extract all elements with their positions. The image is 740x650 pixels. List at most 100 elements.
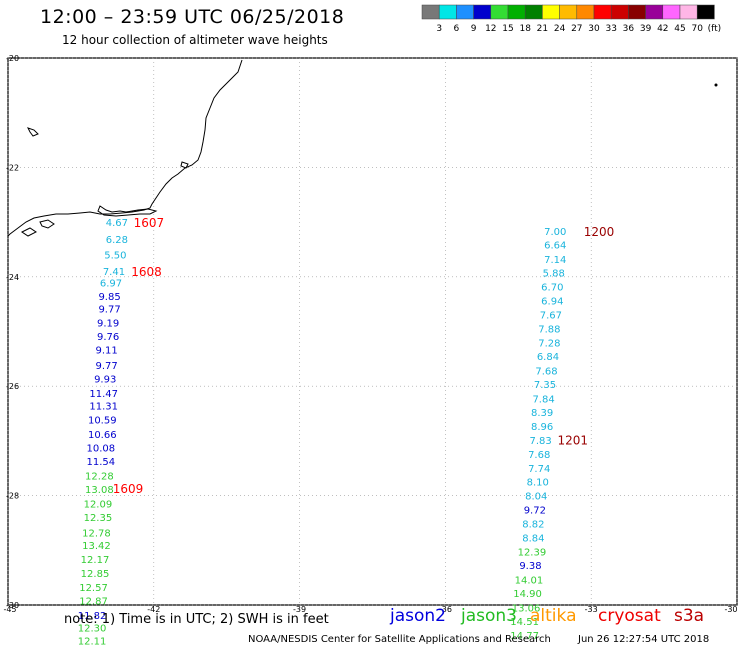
coastline-path bbox=[7, 59, 243, 237]
scale-label: 27 bbox=[571, 24, 582, 34]
scale-label: 30 bbox=[588, 24, 600, 34]
wave-height-label: 11.82 bbox=[78, 611, 107, 622]
wave-height-label: 6.97 bbox=[100, 278, 122, 289]
wave-height-label: 13.06 bbox=[512, 603, 541, 614]
credit-line: NOAA/NESDIS Center for Satellite Applica… bbox=[248, 634, 551, 645]
wave-height-label: 14.77 bbox=[510, 631, 539, 642]
wave-height-label: 4.67 bbox=[106, 218, 128, 229]
wave-height-label: 9.19 bbox=[97, 318, 119, 329]
scale-label: 12 bbox=[485, 24, 496, 34]
island-outline bbox=[39, 219, 55, 229]
page-title: 12:00 – 23:59 UTC 06/25/2018 bbox=[40, 6, 345, 28]
y-tick-label: -22 bbox=[6, 163, 19, 172]
wave-height-label: 12.28 bbox=[85, 471, 114, 482]
wave-height-label: 12.35 bbox=[84, 513, 113, 524]
wave-height-label: 8.84 bbox=[522, 533, 544, 544]
y-tick-label: -24 bbox=[6, 273, 19, 282]
wave-height-label: 13.08 bbox=[85, 485, 114, 496]
wave-height-label: 14.01 bbox=[515, 575, 544, 586]
scale-label: 70 bbox=[691, 24, 703, 34]
wave-height-label: 5.50 bbox=[104, 250, 126, 261]
wave-height-label: 9.77 bbox=[96, 361, 118, 372]
wave-height-label: 14.90 bbox=[513, 589, 542, 600]
wave-height-label: 5.88 bbox=[543, 269, 565, 280]
x-tick-label: -33 bbox=[585, 605, 598, 614]
scale-label: 21 bbox=[537, 24, 548, 34]
wave-height-label: 8.04 bbox=[525, 492, 547, 503]
wave-height-label: 8.10 bbox=[527, 477, 549, 488]
scale-label: 15 bbox=[502, 24, 513, 34]
pass-time-label: 1609 bbox=[113, 482, 144, 496]
footer-note: note: 1) Time is in UTC; 2) SWH is in fe… bbox=[64, 612, 329, 627]
scale-label: 45 bbox=[674, 24, 685, 34]
wave-height-label: 6.64 bbox=[544, 241, 566, 252]
wave-height-label: 8.82 bbox=[522, 520, 544, 531]
wave-height-label: 12.11 bbox=[78, 637, 107, 648]
y-tick-label: -30 bbox=[6, 601, 19, 610]
x-tick-label: -39 bbox=[293, 605, 306, 614]
map-ticks: -45 -42 -39 -36 -33 -30 -20 -22 -24 -26 -28 -30 bbox=[3, 54, 737, 614]
pass-time-label: 1200 bbox=[584, 225, 615, 239]
wave-height-label: 6.84 bbox=[537, 352, 559, 363]
y-tick-label: -20 bbox=[6, 54, 19, 63]
wave-height-label: 11.31 bbox=[89, 401, 118, 412]
pass-time-label: 1607 bbox=[134, 216, 165, 230]
wave-height-label: 12.87 bbox=[79, 597, 108, 608]
wave-height-label: 12.39 bbox=[518, 547, 547, 558]
scale-label: 33 bbox=[605, 24, 616, 34]
scale-label: 39 bbox=[640, 24, 652, 34]
satellite-pass-times: 1607 1608 1609 1200 1201 bbox=[113, 216, 614, 496]
y-tick-label: -28 bbox=[6, 492, 19, 501]
scale-label: 6 bbox=[454, 24, 460, 34]
wave-height-label: 7.68 bbox=[528, 450, 550, 461]
pass-time-label: 1201 bbox=[557, 433, 588, 447]
wave-height-label: 9.85 bbox=[98, 292, 120, 303]
satellite-legend: jason2 jason3 altika cryosat s3a bbox=[0, 606, 740, 632]
wave-height-label: 7.67 bbox=[540, 311, 562, 322]
x-tick-label: -36 bbox=[439, 605, 452, 614]
island-outline bbox=[21, 227, 37, 237]
wave-height-label: 7.74 bbox=[528, 464, 550, 475]
wave-height-label: 6.70 bbox=[541, 283, 563, 294]
wave-height-label: 9.76 bbox=[97, 332, 119, 343]
wave-height-label: 9.77 bbox=[98, 305, 120, 316]
legend-altika: altika bbox=[530, 606, 577, 626]
wave-height-label: 8.39 bbox=[531, 408, 553, 419]
x-tick-label: -45 bbox=[3, 605, 16, 614]
legend-s3a: s3a bbox=[674, 606, 705, 626]
wave-height-label: 12.17 bbox=[81, 555, 110, 566]
island-outline bbox=[180, 161, 189, 169]
scale-label: (ft) bbox=[708, 24, 722, 34]
wave-height-label: 9.11 bbox=[96, 346, 118, 357]
wave-height-label: 10.08 bbox=[87, 444, 116, 455]
x-tick-label: -30 bbox=[724, 605, 737, 614]
wave-height-label: 13.42 bbox=[82, 541, 111, 552]
scale-label: 42 bbox=[657, 24, 668, 34]
wave-height-label: 12.85 bbox=[81, 569, 110, 580]
wave-height-label: 7.28 bbox=[538, 339, 560, 350]
wave-height-label: 8.96 bbox=[531, 422, 553, 433]
wave-height-label: 9.38 bbox=[519, 561, 541, 572]
scale-label: 24 bbox=[554, 24, 566, 34]
wave-height-observations: 4.67 6.28 5.50 7.416.97 9.85 9.77 9.19 9.76 9.11… bbox=[78, 218, 567, 647]
map-frame bbox=[7, 57, 738, 606]
wave-height-label: 11.47 bbox=[89, 389, 118, 400]
wave-height-label: 6.94 bbox=[541, 296, 563, 307]
wave-height-label: 7.35 bbox=[534, 380, 556, 391]
wave-height-color-scale: 3 6 9 12 15 18 21 24 27 30 33 36 39 42 45 70 (ft) bbox=[421, 4, 722, 34]
scale-label: 18 bbox=[519, 24, 531, 34]
legend-jason2: jason2 bbox=[390, 606, 446, 626]
island-dot bbox=[714, 83, 718, 87]
y-tick-label: -26 bbox=[6, 382, 19, 391]
wave-height-label: 12.30 bbox=[78, 624, 107, 635]
wave-height-label: 7.68 bbox=[535, 366, 557, 377]
scale-swatch bbox=[696, 4, 715, 20]
wave-height-label: 9.72 bbox=[524, 505, 546, 516]
timestamp: Jun 26 12:27:54 UTC 2018 bbox=[578, 634, 710, 645]
scale-label: 9 bbox=[471, 24, 477, 34]
wave-height-label: 6.28 bbox=[106, 235, 128, 246]
wave-height-label: 12.09 bbox=[84, 499, 113, 510]
x-tick-label: -42 bbox=[147, 605, 160, 614]
brazil-coastline bbox=[7, 59, 718, 237]
